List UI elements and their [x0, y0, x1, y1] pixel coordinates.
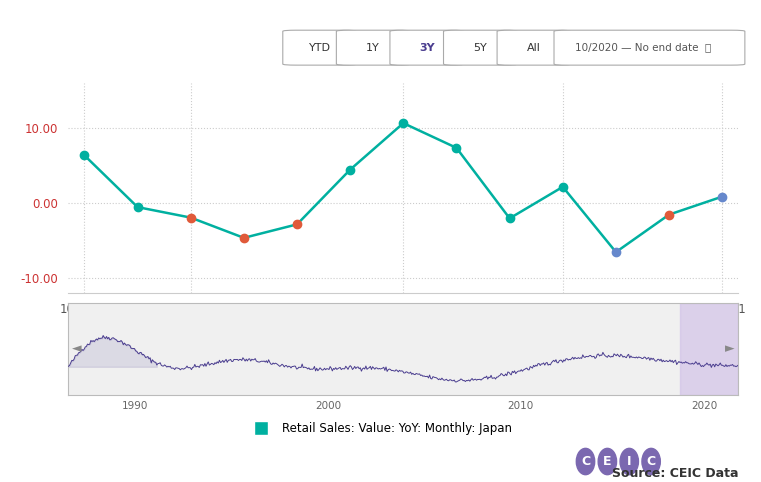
Circle shape: [576, 448, 594, 475]
Text: I: I: [627, 455, 632, 468]
FancyBboxPatch shape: [497, 30, 571, 65]
Circle shape: [642, 448, 661, 475]
Text: C: C: [581, 455, 590, 468]
Bar: [680, 303, 738, 395]
Text: 1Y: 1Y: [366, 43, 380, 53]
Text: 10/2020 — No end date  📅: 10/2020 — No end date 📅: [575, 43, 711, 53]
Text: ►: ►: [725, 343, 735, 356]
FancyBboxPatch shape: [444, 30, 517, 65]
Text: E: E: [603, 455, 612, 468]
Text: C: C: [647, 455, 656, 468]
Circle shape: [598, 448, 616, 475]
Text: 3Y: 3Y: [419, 43, 435, 53]
FancyBboxPatch shape: [283, 30, 356, 65]
FancyBboxPatch shape: [336, 30, 410, 65]
Text: Source: CEIC Data: Source: CEIC Data: [612, 467, 738, 480]
Text: ◄: ◄: [72, 343, 81, 356]
Text: YTD: YTD: [309, 43, 330, 53]
Text: 5Y: 5Y: [473, 43, 487, 53]
Text: All: All: [527, 43, 541, 53]
FancyBboxPatch shape: [554, 30, 745, 65]
Circle shape: [620, 448, 638, 475]
Legend: Retail Sales: Value: YoY: Monthly: Japan: Retail Sales: Value: YoY: Monthly: Japan: [244, 417, 517, 440]
FancyBboxPatch shape: [390, 30, 463, 65]
